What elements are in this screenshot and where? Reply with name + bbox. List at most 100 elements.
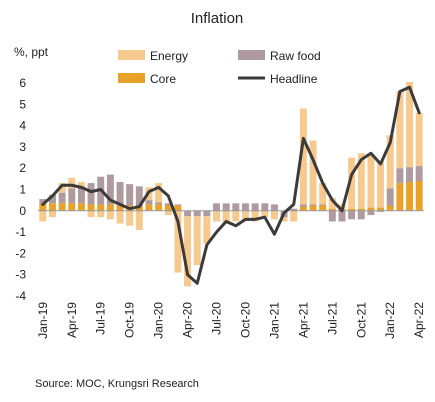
bar-raw-food (251, 203, 259, 211)
bar-raw-food (309, 204, 317, 206)
bar-energy (328, 198, 336, 209)
bar-energy (232, 210, 240, 222)
bar-energy (58, 183, 66, 193)
bar-core (87, 204, 95, 211)
bar-core (377, 207, 385, 211)
bar-raw-food (348, 210, 356, 220)
y-tick-label: 2 (19, 161, 26, 175)
y-tick-label: -1 (15, 225, 26, 239)
bar-raw-food (58, 192, 66, 204)
bar-raw-food (77, 186, 85, 204)
bar-core (174, 205, 182, 211)
bar-energy (68, 177, 76, 189)
legend-swatch-raw-food (238, 50, 265, 60)
bar-core (396, 183, 404, 211)
bar-core (155, 204, 163, 211)
bar-core (116, 205, 124, 211)
x-tick-label: Oct-20 (238, 302, 252, 338)
bar-raw-food (338, 210, 346, 222)
bar-raw-food (174, 204, 182, 206)
legend: Energy Raw food Core Headline (118, 49, 321, 86)
x-tick-label: Jan-19 (36, 302, 50, 339)
bar-energy (270, 210, 278, 220)
bar-energy (222, 210, 230, 224)
bar-energy (357, 153, 365, 209)
y-axis-ticks: -4 -3 -2 -1 0 1 2 3 4 5 6 (15, 76, 26, 303)
bar-raw-food (270, 204, 278, 211)
bar-energy (97, 210, 105, 218)
bar-raw-food (319, 204, 327, 206)
bar-raw-food (49, 194, 56, 204)
bar-energy (203, 216, 211, 244)
bar-raw-food (203, 210, 211, 217)
bar-raw-food (396, 168, 404, 184)
y-tick-label: -4 (15, 289, 26, 303)
bar-raw-food (213, 203, 220, 211)
x-tick-label: Jul-21 (325, 302, 339, 335)
y-tick-label: 0 (19, 204, 26, 218)
bar-energy (106, 210, 114, 220)
bar-energy (396, 91, 404, 169)
bar-raw-food (406, 167, 413, 183)
bar-energy (77, 182, 85, 187)
bar-energy (155, 183, 163, 203)
bar-core (299, 206, 307, 211)
bar-energy (367, 154, 375, 208)
bar-raw-food (106, 174, 114, 205)
y-tick-label: 5 (19, 97, 26, 111)
chart-title: Inflation (191, 10, 244, 27)
bar-energy (251, 210, 259, 222)
bar-energy (126, 210, 134, 226)
bar-core (348, 208, 356, 211)
bar-core (39, 203, 47, 211)
bar-energy (377, 160, 385, 208)
bar-raw-food (164, 203, 172, 206)
bar-raw-food (39, 199, 47, 204)
bar-energy (193, 216, 201, 266)
bar-raw-food (357, 210, 365, 220)
bar-raw-food (116, 182, 124, 206)
x-tick-label: Jan-22 (383, 302, 397, 339)
y-axis-label: %, ppt (14, 45, 49, 59)
bar-energy (116, 210, 124, 224)
x-tick-label: Jul-20 (210, 302, 224, 335)
bar-energy (242, 210, 249, 220)
bar-core (106, 204, 114, 211)
legend-swatch-core (118, 73, 145, 83)
x-tick-label: Jan-21 (267, 302, 281, 339)
bar-raw-food (377, 210, 385, 212)
bar-energy (386, 135, 394, 189)
y-tick-label: 6 (19, 76, 26, 90)
bar-raw-food (145, 200, 153, 205)
bar-energy (87, 210, 95, 218)
bar-energy (135, 210, 143, 230)
source-note: Source: MOC, Krungsri Research (35, 378, 199, 390)
bar-energy (261, 210, 269, 218)
legend-label-raw-food: Raw food (270, 49, 321, 63)
y-tick-label: 4 (19, 119, 26, 133)
bar-raw-food (68, 188, 76, 204)
bar-core (68, 203, 76, 211)
bar-energy (164, 210, 172, 216)
bar-core (386, 205, 394, 211)
bar-raw-food (261, 203, 269, 211)
bar-raw-food (232, 203, 240, 211)
y-tick-label: -3 (15, 268, 26, 282)
x-tick-label: Apr-21 (296, 302, 310, 338)
bar-core (49, 203, 56, 211)
headline-line-layer (41, 85, 421, 285)
bar-energy (184, 216, 192, 287)
bar-energy (299, 108, 307, 205)
bar-energy (174, 210, 182, 273)
x-axis-ticks: Jan-19 Apr-19 Jul-19 Oct-19 Jan-20 Apr-20 Jul-… (36, 302, 426, 339)
headline-line (41, 85, 421, 285)
bar-core (406, 182, 413, 211)
bar-raw-food (222, 203, 230, 211)
bar-raw-food (193, 210, 201, 217)
bar-raw-food (126, 184, 134, 206)
bar-raw-food (386, 188, 394, 206)
bar-energy (348, 157, 356, 209)
bar-core (97, 204, 105, 211)
bar-core (319, 205, 327, 211)
